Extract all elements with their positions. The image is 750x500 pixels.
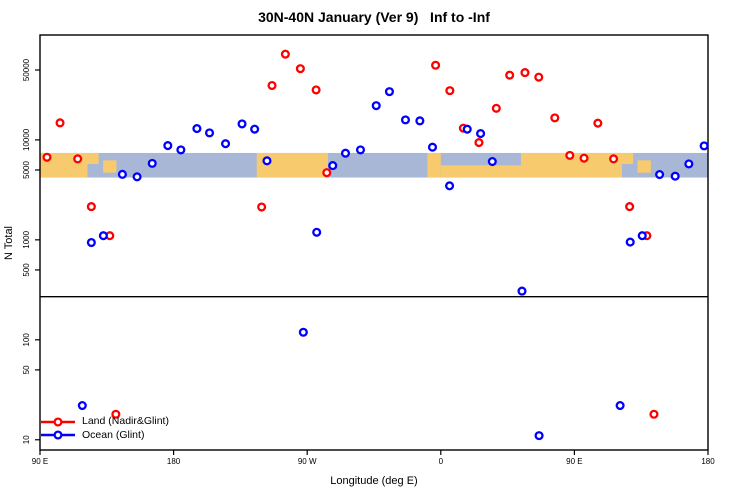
data-point-ocean [400,115,411,125]
data-point-ocean [427,142,438,152]
data-point-ocean [77,400,87,411]
data-point-ocean [312,227,322,237]
data-point-ocean [132,172,142,182]
data-point-land [86,202,96,212]
data-point-ocean [655,169,665,180]
data-point-ocean [476,129,486,139]
data-point-land [625,202,635,212]
chart-title: 30N-40N January (Ver 9) Inf to -Inf [258,9,490,25]
data-point-ocean [517,286,527,296]
map-band-segment [87,152,99,165]
data-point-ocean [250,124,260,134]
map-band-segment [621,152,634,165]
data-point-ocean [192,124,202,134]
y-tick-label: 5000 [22,161,31,179]
x-axis-title: Longitude (deg E) [330,475,418,487]
map-band-segment [427,152,441,178]
map-band-segment [103,160,117,173]
map-band-segment [440,165,521,178]
x-tick-label: 90 E [566,457,582,466]
data-point-ocean [237,119,247,129]
data-point-land [550,113,560,123]
legend: Land (Nadir&Glint) Ocean (Glint) [40,415,169,442]
y-axis-title: N Total [3,225,15,261]
data-point-ocean [625,237,635,247]
data-point-land [520,68,530,78]
y-tick-label: 10000 [22,128,31,151]
data-point-ocean [147,158,157,168]
y-tick-label: 50000 [22,58,31,81]
data-point-ocean [298,327,308,337]
data-point-land [474,138,484,148]
data-point-ocean [176,145,186,155]
legend-label-land: Land (Nadir&Glint) [82,415,169,428]
data-point-land [73,154,83,164]
x-tick-label: 0 [439,457,444,466]
data-point-ocean [684,159,694,169]
y-tick-label: 50 [22,365,31,374]
data-point-land [295,64,305,74]
data-point-land [257,202,267,212]
data-point-land [505,70,515,80]
legend-item-ocean: Ocean (Glint) [40,429,169,443]
data-point-land [311,85,321,95]
data-point-ocean [670,171,680,181]
y-tick-label: 500 [22,263,31,277]
data-point-ocean [86,237,96,248]
legend-marker-land [41,417,75,427]
y-tick-label: 10 [22,435,31,444]
data-point-ocean [384,87,394,97]
data-point-ocean [534,431,544,441]
data-point-ocean [328,161,338,171]
legend-item-land: Land (Nadir&Glint) [40,415,169,429]
legend-label-ocean: Ocean (Glint) [82,428,145,441]
data-point-land [649,409,659,419]
data-point-ocean [487,157,497,167]
data-point-land [491,103,501,113]
data-point-land [55,118,65,128]
data-point-ocean [355,145,366,155]
data-point-land [579,153,589,163]
y-tick-label: 100 [22,333,31,347]
data-point-land [609,154,619,164]
data-point-ocean [98,231,108,241]
data-point-land [445,86,455,96]
data-point-ocean [615,400,625,411]
data-point-ocean [637,231,647,241]
x-tick-label: 90 E [32,457,48,466]
y-tick-label: 1000 [22,230,31,248]
data-point-land [267,80,277,91]
data-point-ocean [415,116,425,126]
legend-marker-ocean [41,430,75,440]
data-point-land [593,118,603,128]
data-point-ocean [371,101,381,111]
map-band-segment [637,160,651,173]
data-point-land [565,150,575,160]
data-point-ocean [445,181,455,191]
data-point-land [322,168,332,178]
data-point-land [534,72,544,82]
x-tick-label: 180 [701,457,715,466]
data-point-land [42,152,52,162]
data-point-land [280,49,290,59]
x-tick-label: 90 W [298,457,317,466]
data-point-ocean [163,141,173,151]
data-point-land [431,60,441,70]
data-point-ocean [117,169,127,179]
data-point-ocean [699,141,709,151]
data-point-ocean [221,139,231,149]
data-point-ocean [262,156,272,166]
plot-frame [39,34,709,451]
data-point-ocean [204,128,215,138]
data-point-land [111,409,121,419]
data-point-ocean [462,124,472,134]
x-tick-label: 180 [167,457,181,466]
data-point-ocean [340,148,351,158]
